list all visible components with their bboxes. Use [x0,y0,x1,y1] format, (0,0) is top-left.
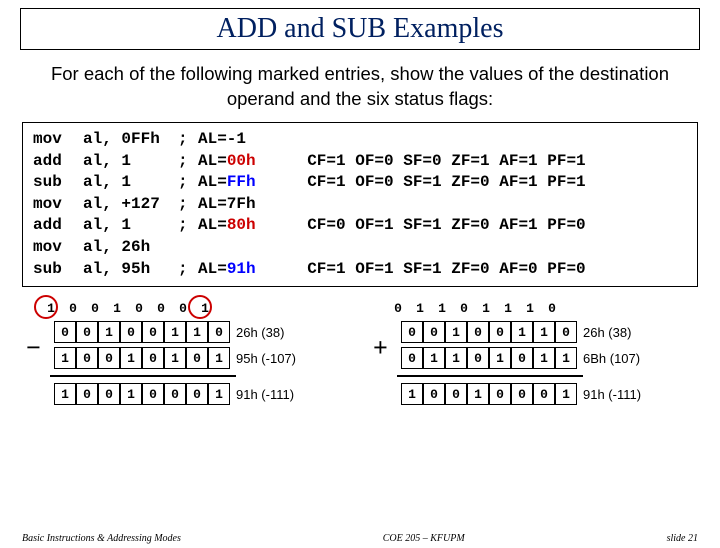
bit-cell: 1 [401,383,423,405]
bit-cell: 0 [423,383,445,405]
bit-cell: 0 [445,383,467,405]
bit-cell: 0 [186,347,208,369]
bit-cell: 1 [445,347,467,369]
bit-cell: 1 [519,297,541,319]
bit-cell: 0 [142,321,164,343]
bit-cell: 1 [208,383,230,405]
bit-cell: 0 [208,321,230,343]
bit-cell: 0 [511,383,533,405]
footer-left: Basic Instructions & Addressing Modes [22,533,181,544]
code-row: addal, 1; AL=80h CF=0 OF=1 SF=1 ZF=0 AF=… [33,215,689,237]
bit-cell: 0 [541,297,563,319]
op-sign: − [26,333,41,363]
code-box: moval, 0FFh; AL=-1addal, 1; AL=00h CF=1 … [22,122,698,287]
bit-row: 00100110 [54,321,230,343]
bit-cell: 0 [511,347,533,369]
hline [50,375,236,377]
bit-cell: 1 [120,347,142,369]
binary-area: 100100010010011026h (38)1001010195h (-10… [22,297,698,437]
code-row: moval, 0FFh; AL=-1 [33,129,689,151]
bit-row: 10010101 [54,347,230,369]
footer: Basic Instructions & Addressing Modes CO… [0,533,720,544]
bit-cell: 1 [54,347,76,369]
bit-cell: 0 [387,297,409,319]
bit-cell: 1 [445,321,467,343]
bit-cell: 0 [84,297,106,319]
bit-cell: 1 [511,321,533,343]
bit-cell: 1 [431,297,453,319]
bit-cell: 0 [467,321,489,343]
code-row: moval, 26h [33,237,689,259]
bit-row: 10010001 [401,383,577,405]
bit-cell: 0 [62,297,84,319]
bit-cell: 0 [172,297,194,319]
title-bar: ADD and SUB Examples [20,8,700,50]
bit-cell: 0 [120,321,142,343]
bit-cell: 1 [164,347,186,369]
code-row: subal, 95h; AL=91h CF=1 OF=1 SF=1 ZF=0 A… [33,259,689,281]
bit-cell: 1 [54,383,76,405]
bit-cell: 0 [423,321,445,343]
bit-cell: 0 [76,347,98,369]
bit-cell: 1 [106,297,128,319]
bit-cell: 0 [401,321,423,343]
bit-cell: 1 [497,297,519,319]
bit-label: 26h (38) [236,325,284,340]
bit-row: 01101110 [387,297,563,319]
bit-row: 10010001 [54,383,230,405]
bit-cell: 0 [555,321,577,343]
bit-cell: 1 [489,347,511,369]
footer-center: COE 205 – KFUPM [383,533,465,544]
bit-cell: 1 [409,297,431,319]
bit-label: 6Bh (107) [583,351,640,366]
bit-cell: 0 [489,383,511,405]
bit-cell: 0 [54,321,76,343]
bit-cell: 0 [76,321,98,343]
bit-cell: 0 [142,347,164,369]
bit-cell: 0 [128,297,150,319]
bit-cell: 0 [164,383,186,405]
bit-cell: 0 [453,297,475,319]
code-row: addal, 1; AL=00h CF=1 OF=0 SF=0 ZF=1 AF=… [33,151,689,173]
bit-row: 01101011 [401,347,577,369]
page-title: ADD and SUB Examples [217,13,504,44]
bit-cell: 0 [98,347,120,369]
bit-label: 91h (-111) [236,387,294,402]
bit-label: 95h (-107) [236,351,296,366]
op-sign: + [373,333,388,363]
bit-row: 10010001 [40,297,216,319]
bit-row: 00100110 [401,321,577,343]
hline [397,375,583,377]
bit-cell: 0 [186,383,208,405]
bit-cell: 0 [76,383,98,405]
footer-right: slide 21 [667,533,698,544]
intro-text: For each of the following marked entries… [30,62,690,112]
bit-cell: 0 [401,347,423,369]
bit-cell: 1 [555,383,577,405]
bit-label: 91h (-111) [583,387,641,402]
bit-label: 26h (38) [583,325,631,340]
bit-cell: 1 [186,321,208,343]
code-row: moval, +127; AL=7Fh [33,194,689,216]
bit-cell: 1 [164,321,186,343]
bit-cell: 1 [98,321,120,343]
code-row: subal, 1; AL=FFh CF=1 OF=0 SF=1 ZF=0 AF=… [33,172,689,194]
bit-cell: 0 [467,347,489,369]
bit-cell: 0 [489,321,511,343]
bit-cell: 1 [467,383,489,405]
bit-cell: 0 [98,383,120,405]
bit-cell: 1 [533,321,555,343]
bit-cell: 1 [194,297,216,319]
bit-cell: 1 [475,297,497,319]
bit-cell: 1 [555,347,577,369]
bit-cell: 0 [142,383,164,405]
bit-cell: 1 [40,297,62,319]
bit-cell: 1 [208,347,230,369]
bit-cell: 1 [423,347,445,369]
bit-cell: 0 [150,297,172,319]
bit-cell: 0 [533,383,555,405]
bit-cell: 1 [533,347,555,369]
bit-cell: 1 [120,383,142,405]
